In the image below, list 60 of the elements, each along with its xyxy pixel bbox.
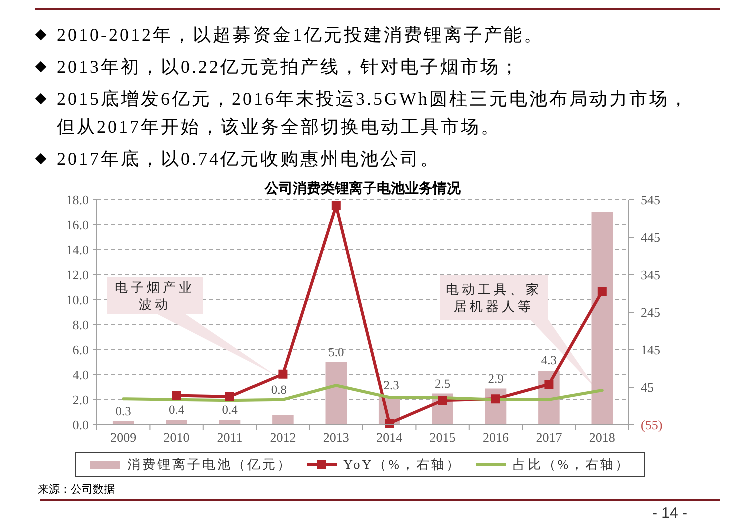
- point: [544, 380, 554, 389]
- y-tick-label: 8.0: [72, 318, 89, 332]
- x-tick-label: 2009: [110, 430, 137, 445]
- x-tick-label: 2014: [376, 430, 404, 445]
- point: [438, 396, 448, 406]
- x-tick-label: 2018: [589, 430, 616, 445]
- bar: [326, 362, 348, 425]
- x-tick-label: 2012: [270, 430, 296, 445]
- x-tick-label: 2015: [430, 430, 456, 445]
- y2-tick-label: 345: [641, 268, 660, 282]
- text: 2017年底，以0.74亿元收购惠州电池公司。: [57, 149, 440, 169]
- y-tick-label: 14.0: [66, 242, 89, 258]
- source-note: 来源：公司数据: [38, 484, 115, 497]
- x-tick-label: 2013: [323, 430, 350, 445]
- data-label: 0.4: [222, 403, 239, 417]
- x-tick-label: 2016: [483, 430, 510, 445]
- y-tick-label: 16.0: [66, 218, 89, 232]
- point: [172, 391, 182, 400]
- y-tick-label: 6.0: [72, 342, 89, 358]
- point: [332, 202, 341, 210]
- y-tick-label: 18.0: [66, 192, 89, 208]
- y2-tick-label: 545: [641, 192, 660, 208]
- text: 2010-2012年，以超募资金1亿元投建消费锂离子产能。: [57, 25, 544, 45]
- point: [598, 287, 607, 296]
- y2-tick-label: 245: [641, 305, 660, 320]
- data-label: 0.4: [168, 403, 186, 417]
- y-tick-label: 0.0: [72, 418, 89, 432]
- y2-tick-label: 445: [641, 230, 660, 245]
- y-tick-label: 12.0: [66, 268, 89, 282]
- legend-label: YoY（%，右轴）: [344, 456, 462, 474]
- annotation: 电子烟产业波动: [114, 278, 196, 312]
- x-tick-label: 2010: [164, 430, 190, 445]
- data-label: 2.3: [384, 378, 400, 392]
- bar: [272, 415, 294, 425]
- y2-tick-label: (55): [641, 418, 663, 432]
- point: [492, 394, 500, 404]
- y2-tick-label: 145: [641, 342, 660, 358]
- text: - 14 -: [651, 505, 688, 522]
- text: 2013年初，以0.22亿元竞拍产线，针对电子烟市场；: [57, 57, 520, 77]
- chart-title: 公司消费类锂离子电池业务情况: [264, 180, 462, 197]
- data-label: 0.3: [116, 404, 132, 418]
- y-tick-label: 4.0: [72, 368, 89, 382]
- annotation: 电动工具、家居机器人等: [445, 280, 543, 314]
- data-label: 2.9: [488, 372, 504, 386]
- legend-label: 占比（%，右轴）: [512, 456, 631, 474]
- data-label: 2.5: [434, 376, 451, 391]
- x-tick-label: 2017: [536, 430, 563, 445]
- data-label: 5.0: [328, 346, 344, 360]
- data-label: 0.8: [271, 383, 288, 397]
- legend-label: 消费锂离子电池（亿元）: [127, 456, 292, 474]
- y-tick-label: 10.0: [66, 292, 89, 308]
- point: [226, 392, 234, 402]
- y-tick-label: 2.0: [72, 392, 89, 408]
- y2-tick-label: 45: [641, 380, 654, 395]
- data-label: 4.3: [541, 353, 558, 368]
- bar: [166, 420, 188, 425]
- point: [278, 370, 288, 379]
- bar: [592, 212, 614, 425]
- x-tick-label: 2011: [217, 430, 243, 445]
- text: 2015底增发6亿元，2016年末投运3.5GWh圆柱三元电池布局动力市场，但从2017年开始，该业务全部切换电动工具市场。: [57, 89, 690, 137]
